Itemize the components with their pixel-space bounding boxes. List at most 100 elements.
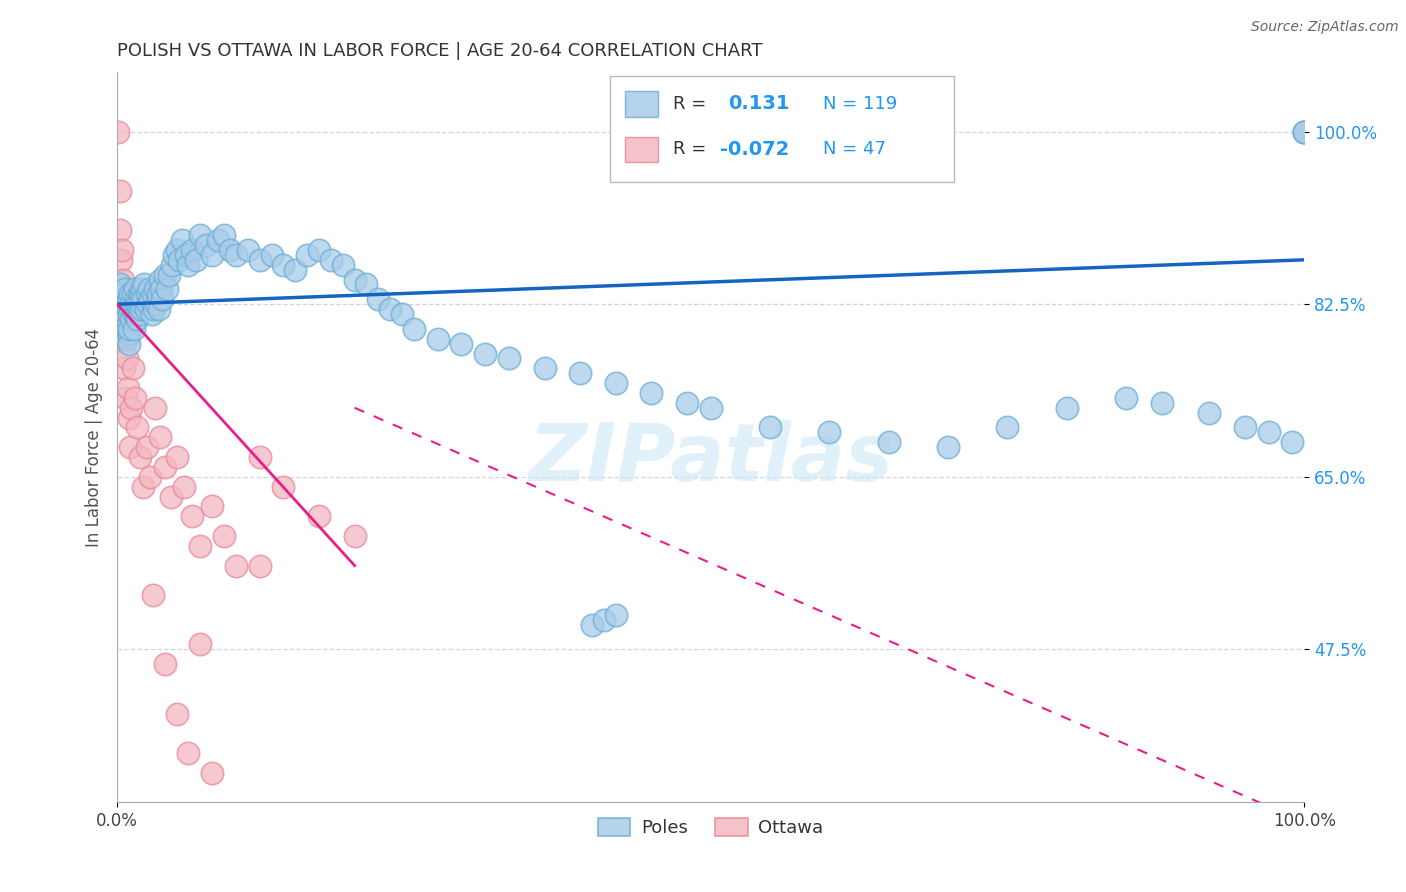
Point bbox=[219, 243, 242, 257]
Point bbox=[153, 268, 176, 282]
Point bbox=[150, 282, 173, 296]
Point bbox=[141, 307, 163, 321]
Text: N = 119: N = 119 bbox=[824, 95, 897, 112]
Point bbox=[136, 297, 159, 311]
Point bbox=[111, 287, 134, 301]
Point bbox=[131, 297, 153, 311]
Point bbox=[167, 252, 190, 267]
Point bbox=[121, 287, 143, 301]
Point bbox=[143, 302, 166, 317]
Point bbox=[129, 287, 152, 301]
Point bbox=[120, 302, 142, 317]
Point bbox=[1056, 401, 1078, 415]
Point bbox=[111, 243, 134, 257]
Point bbox=[127, 420, 149, 434]
Point bbox=[135, 287, 157, 301]
Point bbox=[201, 248, 224, 262]
Point bbox=[177, 746, 200, 760]
Point bbox=[143, 401, 166, 415]
Point bbox=[212, 529, 235, 543]
Text: ZIPatlas: ZIPatlas bbox=[529, 420, 893, 499]
Point bbox=[139, 470, 162, 484]
Point bbox=[127, 312, 149, 326]
Point bbox=[172, 233, 194, 247]
Point bbox=[112, 332, 135, 346]
Point bbox=[120, 401, 142, 415]
Text: 0.131: 0.131 bbox=[728, 95, 790, 113]
Point bbox=[380, 302, 402, 317]
Point bbox=[212, 228, 235, 243]
Point bbox=[1257, 425, 1279, 440]
Text: POLISH VS OTTAWA IN LABOR FORCE | AGE 20-64 CORRELATION CHART: POLISH VS OTTAWA IN LABOR FORCE | AGE 20… bbox=[117, 42, 762, 60]
Point bbox=[260, 248, 283, 262]
Point bbox=[166, 450, 188, 464]
Point bbox=[122, 307, 145, 321]
FancyBboxPatch shape bbox=[626, 91, 658, 117]
Point bbox=[188, 637, 211, 651]
Point bbox=[163, 248, 186, 262]
Point bbox=[188, 228, 211, 243]
Point bbox=[142, 287, 165, 301]
Point bbox=[145, 297, 167, 311]
Point bbox=[174, 248, 197, 262]
Point bbox=[112, 307, 135, 321]
Point bbox=[112, 293, 135, 307]
Point bbox=[402, 322, 425, 336]
Point bbox=[149, 272, 172, 286]
Point bbox=[118, 322, 141, 336]
Point bbox=[128, 302, 150, 317]
Point bbox=[184, 252, 207, 267]
Point bbox=[640, 386, 662, 401]
Point bbox=[936, 440, 959, 454]
Point bbox=[474, 346, 496, 360]
Point bbox=[356, 277, 378, 292]
Point bbox=[118, 410, 141, 425]
Point bbox=[120, 440, 142, 454]
Point bbox=[120, 287, 142, 301]
Point bbox=[127, 297, 149, 311]
Point bbox=[676, 396, 699, 410]
Point bbox=[1198, 406, 1220, 420]
Text: R =: R = bbox=[672, 140, 706, 158]
Point bbox=[118, 336, 141, 351]
Point bbox=[592, 613, 614, 627]
Point bbox=[201, 500, 224, 514]
Point bbox=[569, 366, 592, 380]
Point bbox=[273, 480, 295, 494]
Point bbox=[877, 435, 900, 450]
Point bbox=[150, 293, 173, 307]
Text: N = 47: N = 47 bbox=[824, 140, 886, 158]
Point bbox=[1233, 420, 1256, 434]
Point bbox=[131, 282, 153, 296]
Point bbox=[153, 459, 176, 474]
Point bbox=[114, 282, 136, 296]
Point bbox=[134, 277, 156, 292]
Point bbox=[114, 297, 136, 311]
Point bbox=[249, 252, 271, 267]
Point bbox=[138, 282, 160, 296]
Point bbox=[173, 480, 195, 494]
Point bbox=[1150, 396, 1173, 410]
Point bbox=[135, 302, 157, 317]
Text: R =: R = bbox=[672, 95, 706, 112]
Text: Source: ZipAtlas.com: Source: ZipAtlas.com bbox=[1251, 20, 1399, 34]
Point bbox=[295, 248, 318, 262]
FancyBboxPatch shape bbox=[626, 136, 658, 162]
Point bbox=[1294, 125, 1316, 139]
Point bbox=[128, 293, 150, 307]
Point bbox=[284, 262, 307, 277]
Point bbox=[118, 307, 141, 321]
Point bbox=[125, 293, 148, 307]
Point bbox=[343, 272, 366, 286]
Point bbox=[121, 361, 143, 376]
Point bbox=[149, 430, 172, 444]
Point bbox=[367, 293, 389, 307]
Point bbox=[108, 277, 131, 292]
Point bbox=[112, 312, 135, 326]
Point bbox=[115, 351, 138, 366]
Point bbox=[121, 302, 143, 317]
Point bbox=[391, 307, 413, 321]
Point bbox=[142, 588, 165, 602]
Point bbox=[249, 558, 271, 573]
Point bbox=[699, 401, 721, 415]
